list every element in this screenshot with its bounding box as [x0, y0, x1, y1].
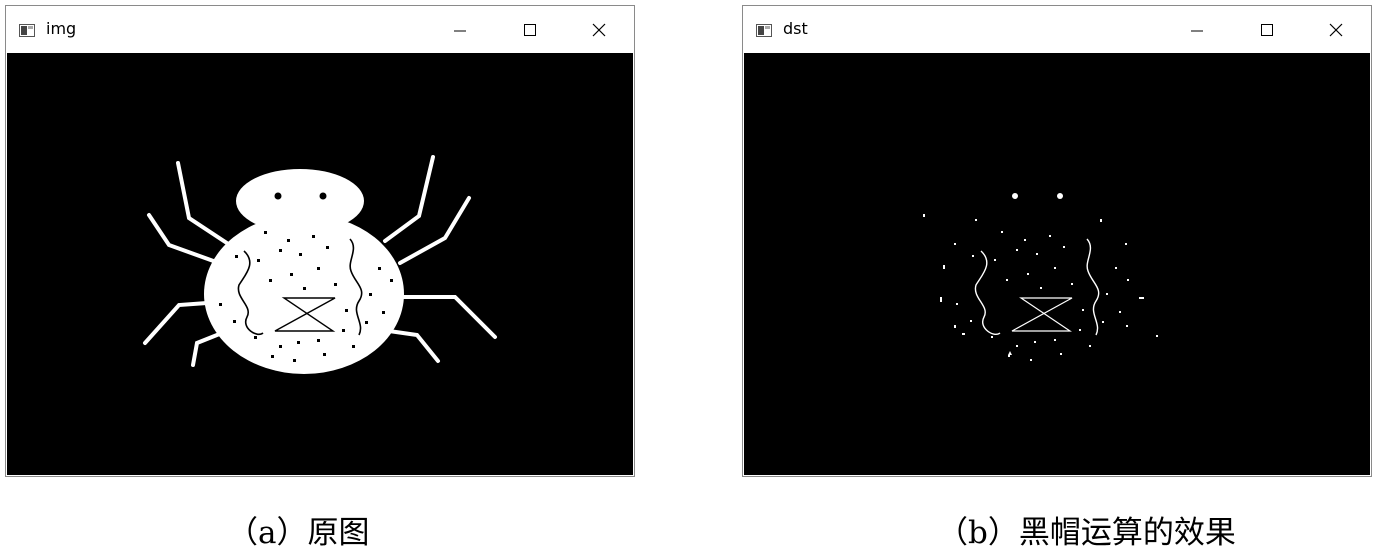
close-icon — [1329, 23, 1343, 37]
maximize-icon — [524, 24, 536, 36]
spider-black-hat-image — [744, 53, 1370, 475]
close-button[interactable] — [581, 16, 617, 44]
maximize-button[interactable] — [1249, 16, 1285, 44]
caption-black-hat: （b）黑帽运算的效果 — [937, 515, 1236, 551]
minimize-button[interactable] — [442, 16, 478, 44]
image-window-img[interactable]: img — [5, 5, 635, 477]
window-title: img — [46, 19, 77, 38]
app-window-icon — [19, 24, 35, 37]
window-title: dst — [783, 19, 808, 38]
image-canvas — [744, 53, 1370, 475]
title-bar[interactable]: dst — [743, 6, 1371, 53]
caption-original: （a）原图 — [227, 515, 370, 551]
close-button[interactable] — [1318, 16, 1354, 44]
app-window-icon — [756, 24, 772, 37]
image-canvas — [7, 53, 633, 475]
title-bar[interactable]: img — [6, 6, 634, 53]
close-icon — [592, 23, 606, 37]
maximize-button[interactable] — [512, 16, 548, 44]
minimize-button[interactable] — [1179, 16, 1215, 44]
image-window-dst[interactable]: dst — [742, 5, 1372, 477]
minimize-icon — [454, 30, 466, 32]
spider-original-image — [7, 53, 633, 475]
maximize-icon — [1261, 24, 1273, 36]
minimize-icon — [1191, 30, 1203, 32]
